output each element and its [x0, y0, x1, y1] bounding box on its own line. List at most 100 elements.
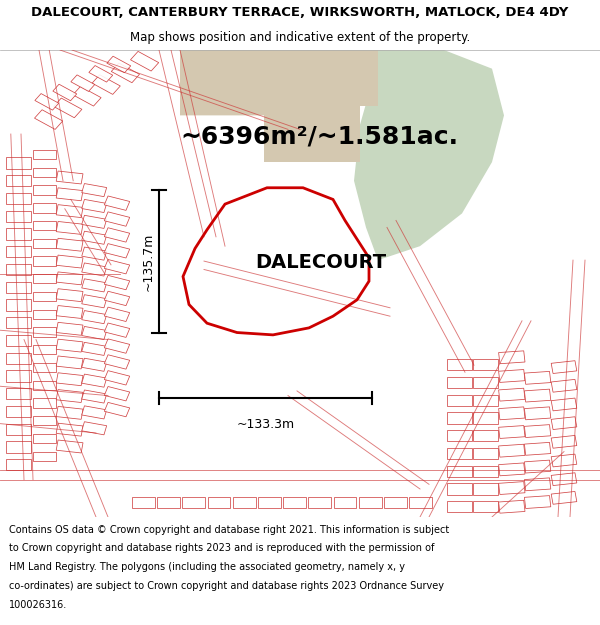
Bar: [104, 323, 130, 338]
Bar: [33, 309, 56, 319]
Bar: [6, 388, 31, 399]
Polygon shape: [264, 106, 360, 162]
Bar: [182, 498, 205, 508]
Bar: [104, 212, 130, 226]
Bar: [104, 244, 130, 258]
Bar: [130, 51, 159, 71]
Bar: [499, 482, 525, 494]
Bar: [33, 186, 56, 195]
Bar: [56, 406, 83, 419]
Bar: [56, 204, 83, 217]
Bar: [551, 436, 577, 448]
Bar: [409, 498, 432, 508]
Bar: [524, 442, 551, 455]
Bar: [56, 188, 83, 201]
Bar: [56, 171, 83, 184]
Bar: [384, 498, 407, 508]
Bar: [551, 454, 577, 467]
Bar: [524, 496, 551, 509]
Text: DALECOURT, CANTERBURY TERRACE, WIRKSWORTH, MATLOCK, DE4 4DY: DALECOURT, CANTERBURY TERRACE, WIRKSWORT…: [31, 6, 569, 19]
Bar: [33, 221, 56, 230]
Bar: [6, 352, 31, 364]
Bar: [283, 498, 306, 508]
Bar: [33, 416, 56, 426]
Bar: [104, 386, 130, 401]
Bar: [73, 86, 101, 106]
Bar: [524, 389, 551, 402]
Bar: [6, 211, 31, 222]
Text: ~133.3m: ~133.3m: [236, 418, 295, 431]
Bar: [6, 459, 31, 470]
Bar: [524, 407, 551, 420]
Bar: [6, 158, 31, 169]
Bar: [6, 246, 31, 258]
Bar: [56, 423, 83, 436]
Bar: [56, 272, 83, 285]
Bar: [82, 311, 107, 324]
Bar: [82, 279, 107, 292]
Bar: [6, 424, 31, 435]
Bar: [524, 460, 551, 473]
Bar: [82, 342, 107, 356]
Bar: [104, 402, 130, 417]
Polygon shape: [180, 50, 276, 116]
Bar: [82, 422, 107, 435]
Bar: [499, 369, 525, 382]
Bar: [6, 264, 31, 275]
Bar: [6, 371, 31, 382]
Bar: [33, 434, 56, 443]
Bar: [447, 430, 472, 441]
Bar: [308, 498, 331, 508]
Bar: [104, 339, 130, 353]
Bar: [82, 199, 107, 212]
Bar: [551, 398, 577, 411]
Bar: [499, 407, 525, 420]
Bar: [6, 228, 31, 239]
Bar: [6, 282, 31, 293]
Bar: [82, 263, 107, 276]
Polygon shape: [264, 50, 378, 106]
Text: to Crown copyright and database rights 2023 and is reproduced with the permissio: to Crown copyright and database rights 2…: [9, 544, 434, 554]
Bar: [82, 247, 107, 260]
Bar: [334, 498, 356, 508]
Bar: [82, 231, 107, 244]
Bar: [524, 478, 551, 491]
Bar: [33, 168, 56, 177]
Bar: [35, 94, 59, 110]
Text: ~6396m²/~1.581ac.: ~6396m²/~1.581ac.: [180, 124, 458, 148]
Bar: [111, 63, 140, 82]
Bar: [447, 483, 472, 494]
Bar: [473, 430, 498, 441]
Bar: [71, 75, 95, 91]
Text: ~135.7m: ~135.7m: [142, 232, 155, 291]
Bar: [89, 66, 113, 82]
Bar: [104, 371, 130, 385]
Bar: [104, 355, 130, 369]
Bar: [33, 398, 56, 408]
Bar: [82, 374, 107, 387]
Bar: [104, 196, 130, 211]
Bar: [33, 150, 56, 159]
Bar: [82, 215, 107, 228]
Bar: [33, 274, 56, 284]
Bar: [34, 110, 63, 129]
Bar: [33, 292, 56, 301]
Bar: [56, 255, 83, 268]
Bar: [6, 175, 31, 186]
Bar: [473, 501, 498, 512]
Bar: [56, 238, 83, 251]
Bar: [551, 379, 577, 392]
Bar: [551, 491, 577, 504]
Bar: [473, 448, 498, 459]
Bar: [104, 259, 130, 274]
Text: 100026316.: 100026316.: [9, 600, 67, 610]
Bar: [56, 440, 83, 453]
Bar: [551, 472, 577, 486]
Text: Contains OS data © Crown copyright and database right 2021. This information is : Contains OS data © Crown copyright and d…: [9, 524, 449, 534]
Bar: [258, 498, 281, 508]
Bar: [33, 328, 56, 337]
Bar: [447, 466, 472, 477]
Bar: [33, 452, 56, 461]
Bar: [499, 463, 525, 476]
Bar: [6, 406, 31, 417]
